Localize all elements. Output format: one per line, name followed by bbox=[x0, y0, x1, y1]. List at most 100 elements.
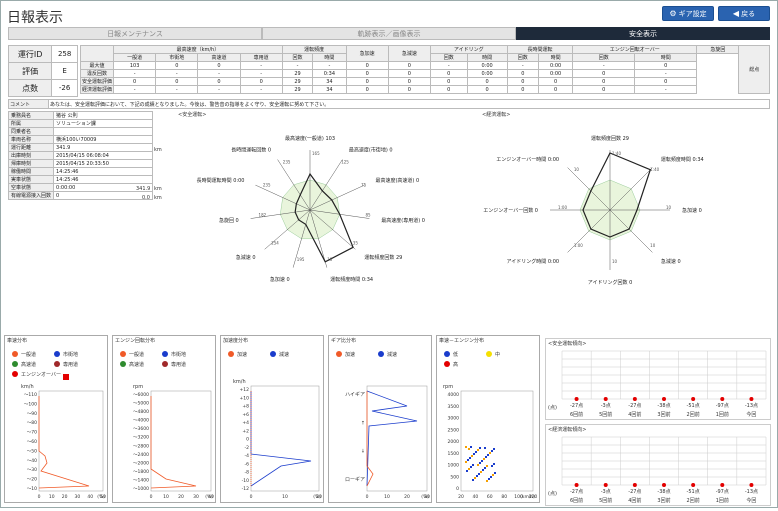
back-button[interactable]: ◀ 戻る bbox=[718, 6, 770, 21]
radar-value-polygon bbox=[294, 172, 354, 263]
scatter-point bbox=[468, 448, 470, 450]
y-tick: ～60 bbox=[27, 439, 37, 445]
trend-value: -13点 bbox=[745, 489, 758, 495]
accel-distribution-panel: 加速度分布 加速 減速 km/h +12 +10 +8 +6 +4 +2 0 -2 -4 -6 -8 -10… bbox=[220, 335, 324, 503]
grid-cell: - bbox=[113, 69, 157, 78]
legend-marker bbox=[444, 351, 450, 357]
x-tick: 0 bbox=[38, 494, 41, 500]
x-tick: 10 bbox=[282, 494, 288, 500]
trend-label: 1回前 bbox=[716, 411, 729, 418]
summary-value: E bbox=[51, 62, 78, 80]
safe-trend-panel: <安全運転傾向> (点) -27点 6回前 -3点 5回前 -27点 4回前 -38点 3回前 -… bbox=[545, 338, 771, 420]
tab-safety[interactable]: 安全表示 bbox=[516, 27, 770, 40]
radar-axis bbox=[255, 184, 311, 211]
y-tick: ～100 bbox=[24, 401, 37, 407]
radar-value-polygon bbox=[582, 152, 652, 238]
scatter-point bbox=[465, 446, 467, 448]
grid-cell: 29 bbox=[281, 69, 314, 78]
y-tick: +8 bbox=[242, 404, 249, 410]
grid-cell: 0 bbox=[506, 77, 539, 86]
y-tick: -4 bbox=[245, 453, 250, 459]
grid-cell: - bbox=[239, 85, 283, 94]
trend-value: -38点 bbox=[657, 489, 670, 495]
legend-marker bbox=[162, 351, 168, 357]
grid-cell: - bbox=[634, 69, 698, 78]
y-tick: 2500 bbox=[448, 427, 460, 433]
y-tick: 500 bbox=[450, 474, 459, 480]
x-unit: (%) bbox=[421, 494, 429, 500]
grid-cell: - bbox=[506, 61, 539, 70]
tab-track-image[interactable]: 軌跡表示／画像表示 bbox=[262, 27, 516, 40]
grid-cell: 0:00 bbox=[537, 61, 574, 70]
scatter-point bbox=[470, 446, 472, 448]
trend-label: 6回前 bbox=[570, 411, 583, 418]
panel-title: 車速分布 bbox=[7, 338, 28, 344]
back-arrow-icon: ◀ bbox=[732, 9, 740, 18]
grid-group: 運転頻度 bbox=[281, 45, 347, 54]
grid-cell: - bbox=[155, 85, 199, 94]
legend-marker bbox=[486, 351, 492, 357]
radar-scale-label: 235 bbox=[283, 160, 291, 165]
y-tick: 4000 bbox=[448, 392, 460, 398]
x-tick: 10 bbox=[163, 494, 169, 500]
grid-cell: 0 bbox=[506, 69, 539, 78]
radar-axis-label: 運転頻度時間 0:34 bbox=[661, 156, 704, 163]
grid-cell: - bbox=[197, 69, 241, 78]
speed-rpm-distribution-chart: 低 中高 rpm 4000 3500 3000 2500 2000 1500 1000 500 0 20… bbox=[443, 351, 537, 500]
radar-scale-label: 165 bbox=[312, 151, 320, 156]
y-tick: ～3200 bbox=[133, 435, 149, 441]
grid-cell: 0 bbox=[387, 77, 431, 86]
radar-scale-label: 75 bbox=[361, 183, 367, 188]
radar-axis-label: アイドリング時間 0:00 bbox=[507, 258, 560, 265]
info-value: 341.9 bbox=[53, 143, 153, 152]
radar-axis bbox=[567, 167, 611, 211]
x-unit: (km/h) bbox=[520, 494, 535, 500]
distance-unit: km bbox=[154, 147, 162, 153]
y-tick: ～40 bbox=[27, 458, 37, 464]
legend-marker bbox=[12, 371, 18, 377]
y-label: ↓ bbox=[361, 449, 365, 455]
x-tick: 20 bbox=[62, 494, 68, 500]
trend-label: 1回前 bbox=[716, 497, 729, 504]
radar-scale-label: 1:00 bbox=[558, 205, 567, 210]
radar-axis-label: 最高速度(専用道) 0 bbox=[381, 217, 425, 224]
grid-cell: - bbox=[634, 85, 698, 94]
scatter-point bbox=[494, 472, 496, 474]
series-line bbox=[250, 391, 312, 487]
info-label: 運行距離 bbox=[7, 143, 55, 152]
info-label: 空車状態 bbox=[7, 183, 55, 192]
scatter-point bbox=[486, 480, 488, 482]
legend-marker bbox=[444, 361, 450, 367]
radar-scale-label: 10 bbox=[574, 167, 580, 172]
grid-cell: 0:00 bbox=[466, 61, 508, 70]
grid-cell: - bbox=[281, 61, 314, 70]
info-label: 有線電源接入回数 bbox=[7, 191, 55, 200]
trend-point bbox=[603, 483, 608, 487]
series-line bbox=[150, 396, 197, 489]
gear-settings-button[interactable]: ⚙ ギア設定 bbox=[662, 6, 714, 21]
panel-title: <経済運転傾向> bbox=[548, 427, 587, 433]
y-tick: 0 bbox=[456, 486, 459, 492]
y-tick: ～1800 bbox=[133, 469, 149, 475]
grid-subheader: 時間 bbox=[312, 53, 347, 62]
grid-row-label: 安全運転評価 bbox=[79, 77, 115, 86]
scatter-point bbox=[472, 464, 474, 466]
tab-daily-maintenance[interactable]: 日報メンテナンス bbox=[8, 27, 262, 40]
grid-subheader: 回数 bbox=[506, 53, 539, 62]
radar-scale-label: 10 bbox=[327, 257, 333, 262]
grid-cell: 0:00 bbox=[466, 69, 508, 78]
y-tick: ～2800 bbox=[133, 443, 149, 449]
legend-label: 高速道 bbox=[21, 361, 36, 368]
trend-point bbox=[691, 397, 696, 401]
panel-title: エンジン回転分布 bbox=[115, 338, 156, 344]
radar-axis-label: エンジンオーバー回数 0 bbox=[483, 207, 538, 214]
scatter-point bbox=[469, 457, 471, 459]
eco-trend-chart: (点) -27点 6回前 -3点 5回前 -27点 4回前 -38点 3回前 -51点 2回前 -97… bbox=[548, 436, 767, 504]
scatter-point bbox=[484, 467, 486, 469]
info-value: 猪谷 公則 bbox=[53, 111, 153, 120]
grid-cell: 0 bbox=[506, 85, 539, 94]
gear-icon: ⚙ bbox=[669, 9, 677, 18]
trend-label: 5回前 bbox=[599, 497, 612, 504]
grid-group: エンジン回転オーバー bbox=[572, 45, 698, 54]
